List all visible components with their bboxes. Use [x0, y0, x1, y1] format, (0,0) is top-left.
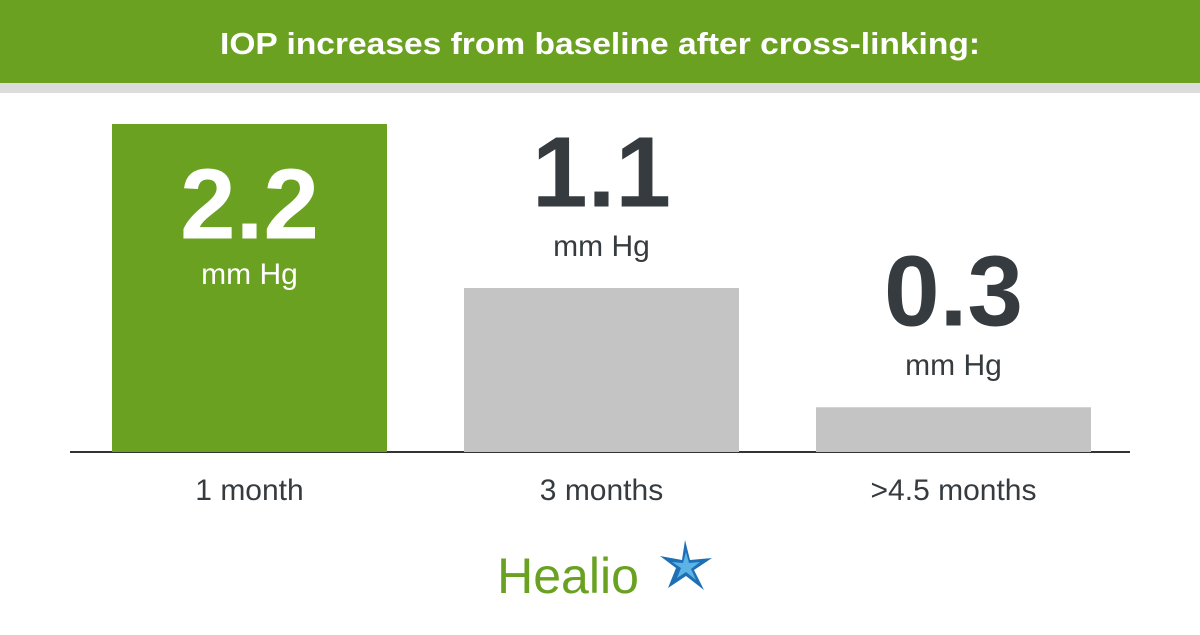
value-label: 2.2	[180, 148, 319, 260]
chart-title: IOP increases from baseline after cross-…	[220, 26, 980, 61]
banner-strip	[0, 83, 1200, 93]
title-banner	[0, 0, 1200, 83]
unit-label: mm Hg	[201, 258, 298, 291]
logo-star-inner	[672, 552, 700, 580]
bar	[112, 124, 387, 452]
bar	[816, 407, 1091, 452]
x-tick-label: 3 months	[540, 474, 663, 507]
x-tick-label: 1 month	[195, 474, 303, 507]
logo: Healio	[497, 540, 712, 604]
unit-label: mm Hg	[553, 230, 650, 263]
value-label: 0.3	[884, 236, 1023, 348]
value-label: 1.1	[532, 116, 671, 228]
bar	[464, 288, 739, 452]
logo-text: Healio	[497, 548, 639, 604]
unit-label: mm Hg	[905, 349, 1002, 382]
x-tick-label: >4.5 months	[871, 474, 1037, 507]
